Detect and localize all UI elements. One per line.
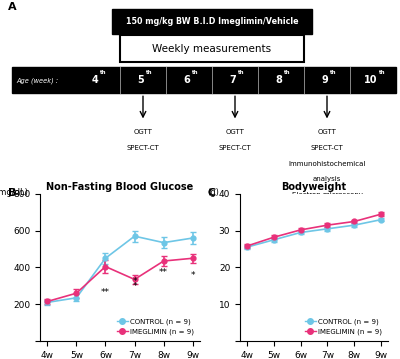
Text: (mg/dL): (mg/dL) — [0, 188, 28, 197]
Text: 9: 9 — [322, 75, 328, 85]
Text: Electron microscopy: Electron microscopy — [292, 192, 362, 198]
Text: C: C — [208, 188, 216, 199]
Text: 5: 5 — [138, 75, 144, 85]
Bar — [12, 67, 396, 93]
Bar — [112, 9, 312, 34]
Text: *: * — [132, 283, 137, 292]
Text: th: th — [330, 70, 337, 75]
Text: OGTT: OGTT — [318, 129, 336, 135]
Text: SPECT-CT: SPECT-CT — [219, 145, 251, 151]
Text: **: ** — [159, 268, 168, 277]
Text: th: th — [192, 70, 199, 75]
Text: 4: 4 — [92, 75, 98, 85]
Text: 7: 7 — [230, 75, 236, 85]
Text: **: ** — [101, 288, 110, 297]
Text: B: B — [8, 188, 16, 199]
Text: 6: 6 — [184, 75, 190, 85]
Title: Bodyweight: Bodyweight — [282, 182, 346, 192]
Text: SPECT-CT: SPECT-CT — [127, 145, 159, 151]
Text: Immunohistochemical: Immunohistochemical — [288, 160, 366, 167]
Text: th: th — [238, 70, 245, 75]
Text: th: th — [100, 70, 107, 75]
Text: th: th — [146, 70, 153, 75]
Text: *: * — [190, 271, 195, 280]
Text: 150 mg/kg BW B.I.D Imeglimin/Vehicle: 150 mg/kg BW B.I.D Imeglimin/Vehicle — [126, 17, 298, 26]
Text: analysis: analysis — [313, 176, 341, 182]
Text: *: * — [132, 277, 137, 286]
Text: th: th — [379, 70, 386, 75]
Text: 10: 10 — [364, 75, 378, 85]
Text: th: th — [284, 70, 291, 75]
Title: Non-Fasting Blood Glucose: Non-Fasting Blood Glucose — [46, 182, 194, 192]
Text: (g): (g) — [208, 188, 219, 197]
Text: 8: 8 — [276, 75, 282, 85]
Text: SPECT-CT: SPECT-CT — [311, 145, 343, 151]
Text: Age (week) :: Age (week) : — [16, 77, 58, 84]
Text: OGTT: OGTT — [134, 129, 152, 135]
Legend: CONTROL (n = 9), IMEGLIMIN (n = 9): CONTROL (n = 9), IMEGLIMIN (n = 9) — [302, 316, 384, 337]
Bar — [120, 36, 304, 62]
Text: OGTT: OGTT — [226, 129, 244, 135]
Text: A: A — [8, 2, 17, 12]
Legend: CONTROL (n = 9), IMEGLIMIN (n = 9): CONTROL (n = 9), IMEGLIMIN (n = 9) — [114, 316, 196, 337]
Text: Weekly measurements: Weekly measurements — [152, 43, 272, 53]
